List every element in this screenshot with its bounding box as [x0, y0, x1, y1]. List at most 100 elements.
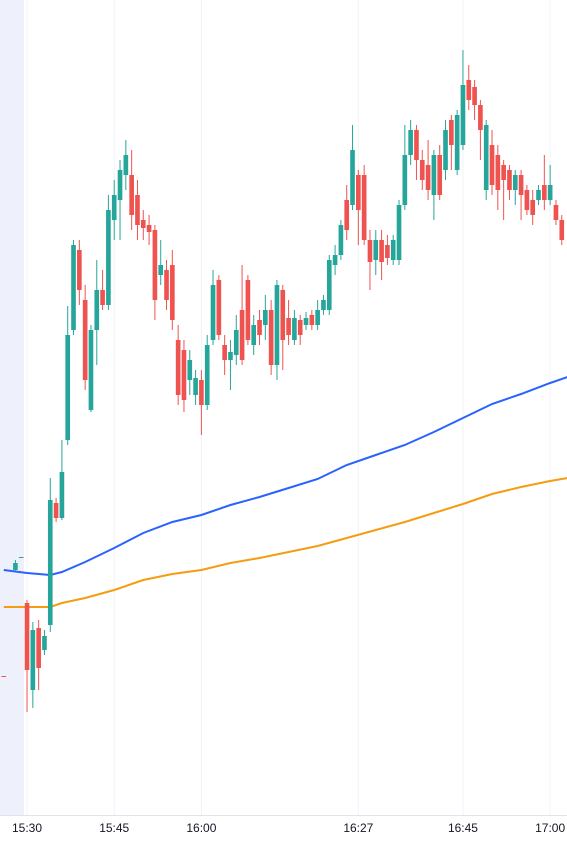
candle-body: [18, 557, 24, 558]
candle-body: [286, 318, 291, 335]
candle-body: [30, 630, 36, 690]
candle-body: [390, 240, 396, 260]
candle-body: [332, 255, 338, 265]
candle-body: [1, 676, 7, 677]
candle-body: [425, 165, 431, 190]
candle-body: [449, 120, 454, 145]
moving-average-line: [3, 376, 567, 577]
candle-body: [396, 205, 402, 260]
candle-body: [547, 185, 553, 200]
candle-body: [478, 105, 483, 130]
candle-body: [24, 603, 30, 670]
candle-body: [71, 245, 76, 330]
candle-body: [77, 250, 82, 290]
candle-body: [129, 175, 134, 215]
candle-body: [512, 175, 518, 190]
candle-body: [164, 270, 169, 300]
candle-body: [94, 290, 100, 330]
candle-body: [443, 130, 448, 170]
candle-body: [135, 195, 140, 225]
candle-body: [350, 150, 355, 205]
candle-body: [385, 245, 390, 258]
candle-body: [140, 220, 146, 228]
candle-body: [36, 628, 41, 668]
candle-body: [530, 200, 536, 215]
candle-body: [100, 290, 105, 305]
candle-body: [466, 80, 472, 100]
candle-body: [454, 115, 460, 170]
candle-body: [373, 240, 379, 260]
candle-body: [518, 175, 524, 195]
candle-body: [117, 170, 123, 200]
candle-body: [356, 175, 361, 210]
candle-body: [315, 310, 320, 325]
candle-body: [123, 155, 129, 175]
candle-body: [379, 240, 384, 262]
candle-body: [274, 285, 280, 365]
candle-body: [268, 310, 274, 365]
x-tick-label: 16:00: [186, 821, 216, 835]
candle-body: [483, 125, 489, 190]
candle-body: [507, 170, 512, 190]
moving-average-line: [3, 477, 567, 608]
candle-body: [460, 85, 466, 145]
candle-body: [228, 352, 233, 360]
candle-body: [472, 87, 477, 105]
candle-body: [210, 285, 216, 340]
candle-body: [495, 155, 501, 190]
x-tick-label: 15:30: [12, 821, 42, 835]
candle-body: [216, 280, 222, 335]
pre-market-shade: [0, 0, 24, 815]
candle-body: [239, 310, 245, 360]
candle-body: [65, 335, 71, 440]
candle-body: [152, 230, 158, 300]
candle-body: [158, 265, 164, 275]
candle-body: [170, 265, 175, 320]
candle-body: [42, 636, 47, 650]
candle-body: [338, 225, 344, 255]
candle-body: [361, 175, 367, 240]
candle-body: [222, 345, 227, 360]
candle-body: [326, 260, 332, 310]
candle-body: [263, 310, 268, 325]
candle-body: [367, 240, 373, 262]
candle-body: [47, 500, 53, 625]
candle-body: [245, 280, 251, 340]
candle-body: [303, 318, 309, 325]
candle-body: [82, 300, 88, 380]
candle-body: [431, 155, 437, 195]
candle-body: [419, 160, 425, 180]
candle-body: [408, 130, 413, 155]
candle-body: [53, 503, 59, 518]
candle-body: [146, 225, 152, 232]
candle-body: [280, 290, 286, 340]
candle-body: [175, 340, 181, 395]
candle-body: [257, 320, 262, 335]
candle-body: [59, 472, 65, 518]
candle-body: [13, 563, 18, 570]
candle-body: [553, 205, 559, 220]
x-tick-label: 16:27: [343, 821, 373, 835]
candle-body: [489, 145, 495, 185]
candle-body: [437, 155, 443, 195]
candle-body: [233, 330, 239, 355]
candle-body: [536, 190, 541, 200]
candle-body: [344, 200, 350, 230]
candle-body: [414, 130, 419, 160]
candle-body: [251, 325, 257, 345]
candle-body: [321, 300, 326, 310]
candle-body: [106, 210, 111, 305]
candle-body: [309, 315, 315, 325]
candle-body: [187, 360, 193, 380]
candle-body: [292, 318, 297, 340]
candle-body: [542, 185, 547, 200]
candle-body: [181, 350, 187, 400]
candle-body: [297, 320, 303, 335]
candle-body: [501, 165, 506, 180]
candle-body: [88, 330, 94, 410]
candle-body: [199, 380, 204, 405]
candle-body: [111, 195, 117, 220]
x-tick-label: 17:00: [535, 821, 565, 835]
candle-body: [204, 345, 210, 405]
